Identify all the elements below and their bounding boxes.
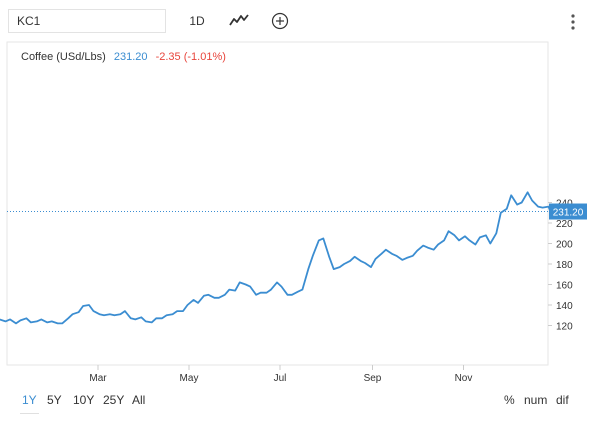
chart-legend: Coffee (USd/Lbs) 231.20 -2.35 (-1.01%) — [21, 51, 226, 63]
difference-mode-button[interactable]: dif — [556, 393, 569, 407]
plot-frame — [6, 41, 549, 366]
series-line — [0, 191, 564, 325]
last-value-label: 231.20 — [553, 208, 584, 219]
x-tick-label: Nov — [455, 373, 473, 384]
plus-circle-icon[interactable] — [270, 11, 290, 31]
line-chart-icon[interactable] — [228, 11, 250, 31]
x-tick-label: Sep — [364, 373, 382, 384]
y-tick-label: 180 — [556, 260, 573, 271]
last-value-tag — [549, 203, 587, 220]
vertical-dots-icon[interactable] — [566, 11, 580, 33]
symbol-input[interactable]: KC1 — [8, 9, 166, 33]
period-button[interactable]: 1D — [189, 14, 205, 28]
legend-series-name: Coffee (USd/Lbs) — [21, 51, 106, 63]
y-tick-label: 120 — [556, 322, 573, 333]
y-tick-label: 220 — [556, 219, 573, 230]
y-tick-label: 140 — [556, 301, 573, 312]
range-1y-button[interactable]: 1Y — [20, 393, 39, 414]
legend-change: -2.35 (-1.01%) — [155, 51, 226, 63]
x-tick-label: May — [180, 373, 199, 384]
percent-mode-button[interactable]: % — [504, 393, 515, 407]
x-tick-label: Mar — [89, 373, 107, 384]
number-mode-button[interactable]: num — [524, 393, 548, 407]
price-chart[interactable]: MarMayJulSepNov120140160180200220240231.… — [0, 40, 600, 388]
y-tick-label: 200 — [556, 240, 573, 251]
range-all-button[interactable]: All — [132, 393, 146, 407]
range-bar: 1Y 5Y 10Y 25Y All % num dif — [0, 388, 600, 414]
x-tick-label: Jul — [274, 373, 287, 384]
legend-last-value: 231.20 — [113, 51, 148, 63]
range-25y-button[interactable]: 25Y — [103, 393, 125, 407]
toolbar: KC1 1D — [0, 0, 600, 40]
range-5y-button[interactable]: 5Y — [47, 393, 62, 407]
range-10y-button[interactable]: 10Y — [73, 393, 95, 407]
y-tick-label: 160 — [556, 281, 573, 292]
